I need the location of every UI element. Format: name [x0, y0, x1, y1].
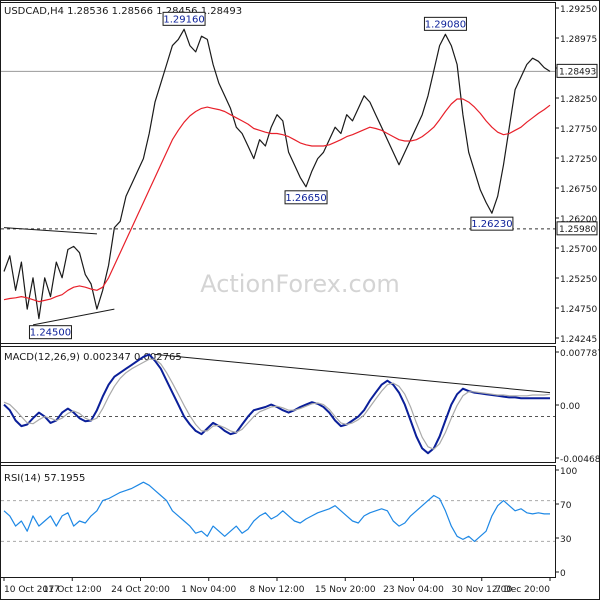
y-tick-label-rsi: 30 — [560, 535, 572, 545]
y-tick-label-price: 1.24245 — [560, 335, 597, 345]
x-tick-label: 1 Nov 04:00 — [181, 585, 236, 595]
y-tick-label-rsi: 70 — [560, 501, 572, 511]
hline-label-box — [556, 221, 598, 236]
y-tick-label-price: 1.25700 — [560, 245, 597, 255]
y-tick-label-macd: -0.004688 — [560, 455, 600, 465]
annotation-label: 1.26650 — [285, 193, 326, 204]
trendline-macd-0 — [154, 353, 551, 394]
series-layer — [3, 28, 551, 543]
annotation-box — [284, 190, 328, 205]
rsi-label: RSI(14) 57.1955 — [4, 473, 85, 484]
trendline-price-0 — [3, 227, 97, 235]
x-tick-label: 17 Oct 12:00 — [43, 585, 102, 595]
annotation-label: 1.29080 — [425, 19, 466, 30]
trendline-price-1 — [32, 308, 115, 326]
x-tick-label: 7 Dec 20:00 — [495, 585, 550, 595]
labels-layer: 1.292501.289751.287001.282501.277501.272… — [4, 5, 600, 595]
price-panel — [0, 2, 556, 344]
series-line-macd-1 — [3, 358, 551, 450]
y-tick-label-rsi: 0 — [560, 569, 566, 579]
annotation-label: 1.24500 — [30, 328, 71, 339]
y-tick-label-price: 1.29250 — [560, 5, 597, 15]
watermark: ActionForex.com — [200, 270, 400, 298]
y-tick-label-price: 1.26750 — [560, 185, 597, 195]
chart-title: USDCAD,H4 1.28536 1.28566 1.28456 1.2849… — [4, 6, 242, 17]
y-tick-label-price: 1.28250 — [560, 95, 597, 105]
x-tick-label: 30 Nov 12:00 — [451, 585, 512, 595]
y-tick-label-price: 1.27250 — [560, 155, 597, 165]
series-line-rsi-0 — [3, 481, 550, 543]
rsi-panel — [0, 465, 556, 578]
annotation-box — [28, 325, 72, 340]
x-tick-label: 15 Nov 20:00 — [315, 585, 376, 595]
y-tick-label-rsi: 100 — [560, 467, 577, 477]
series-line-macd-0 — [3, 353, 550, 455]
annotation-box — [162, 11, 206, 26]
y-tick-label-price: 1.26200 — [560, 215, 597, 225]
macd-label: MACD(12,26,9) 0.002347 0.002765 — [4, 352, 182, 363]
y-tick-label-macd: 0.00 — [560, 402, 580, 412]
hline-label: 1.28493 — [559, 67, 596, 77]
annotation-label: 1.29160 — [163, 14, 204, 25]
y-tick-label-price: 1.28975 — [560, 35, 597, 45]
y-tick-label-macd: 0.007787 — [560, 349, 600, 359]
macd-panel — [0, 346, 556, 463]
x-tick-label: 10 Oct 2017 — [4, 585, 60, 595]
annotation-box — [423, 16, 467, 31]
annotation-box — [470, 216, 514, 231]
hline-label: 1.25980 — [559, 225, 596, 235]
series-line-price-0 — [3, 28, 551, 320]
hline-label-box — [556, 63, 598, 78]
x-tick-label: 8 Nov 12:00 — [250, 585, 305, 595]
x-tick-label: 23 Nov 04:00 — [383, 585, 444, 595]
y-tick-label-price: 1.25250 — [560, 275, 597, 285]
series-line-price-1 — [3, 98, 551, 303]
annotation-label: 1.26230 — [471, 219, 512, 230]
y-tick-label-price: 1.24750 — [560, 305, 597, 315]
y-tick-label-price: 1.27750 — [560, 125, 597, 135]
x-tick-label: 24 Oct 20:00 — [111, 585, 170, 595]
